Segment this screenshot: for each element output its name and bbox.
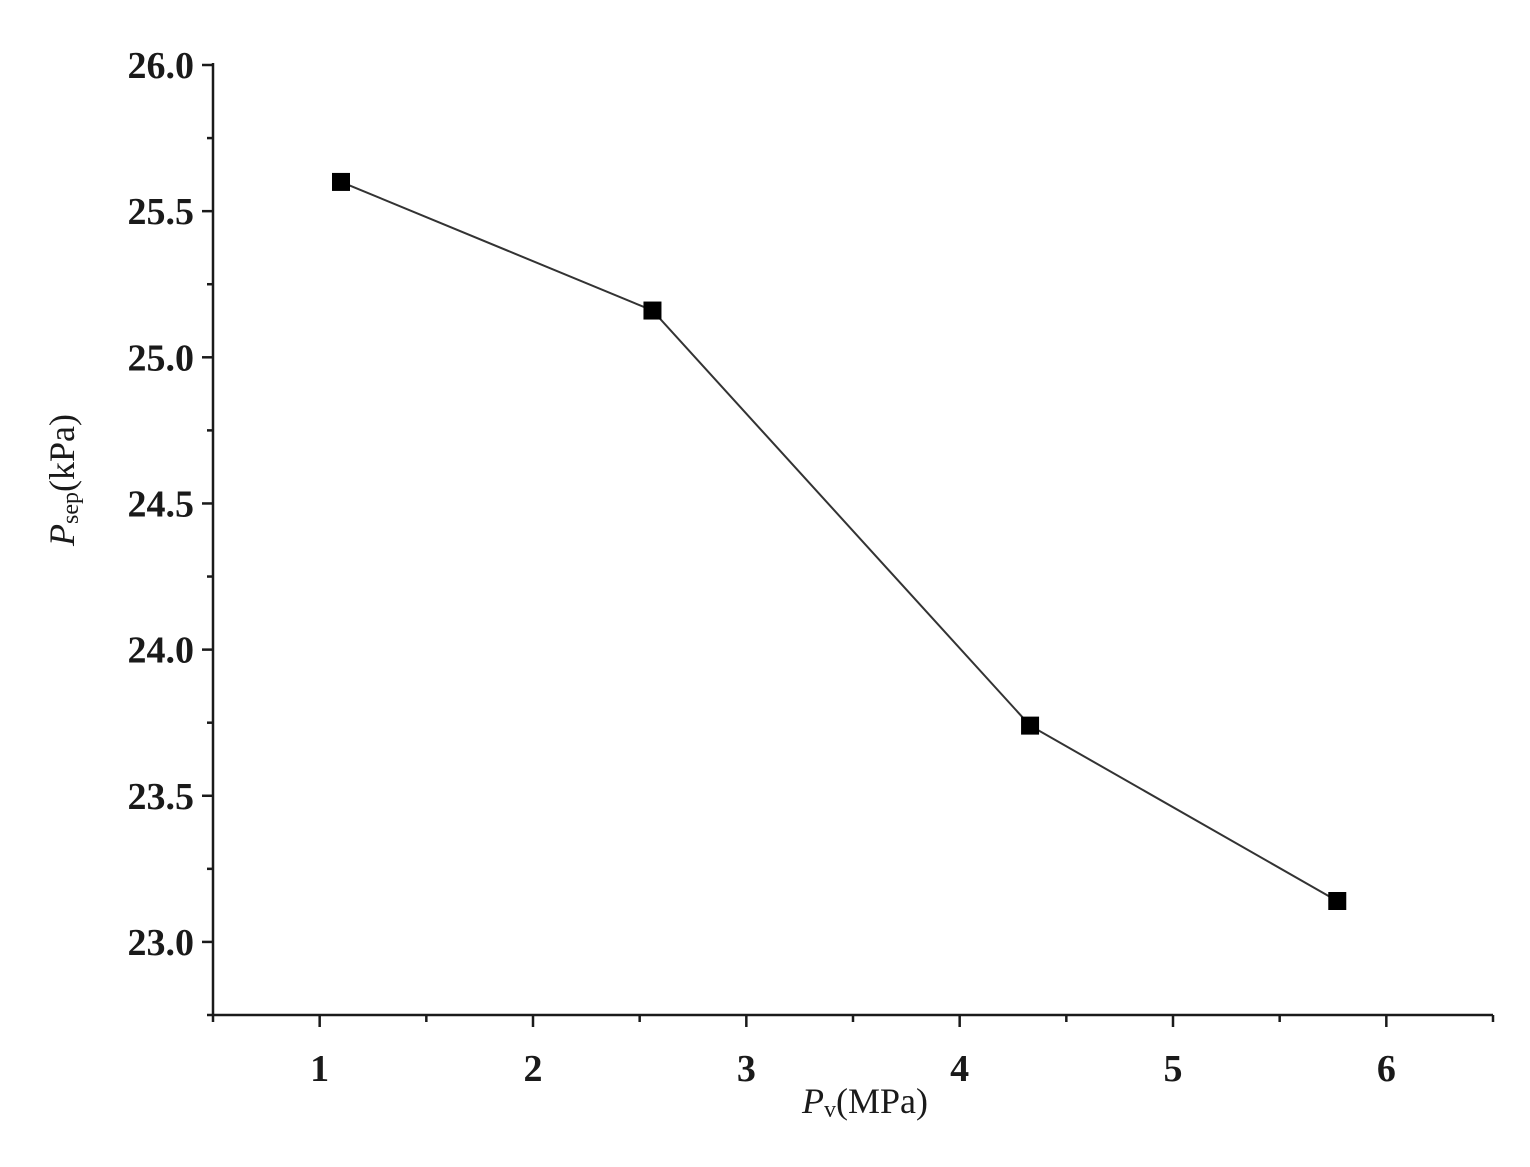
x-tick-label: 6 [1377,1048,1396,1090]
x-tick-labels: 1 2 3 4 5 6 [310,1048,1396,1090]
x-axis-label-unit: (MPa) [836,1081,928,1121]
x-tick-label: 3 [737,1048,756,1090]
x-tick-label: 2 [524,1048,543,1090]
x-axis-label-symbol: P [801,1081,824,1121]
y-tick-label: 23.5 [128,776,195,818]
y-tick-labels: 23.0 23.5 24.0 24.5 25.0 25.5 26.0 [128,45,195,964]
x-ticks [211,1015,1495,1027]
data-point [332,172,350,191]
data-point [643,301,662,320]
series-group [332,172,1347,910]
series-line [340,180,1338,902]
data-point [1328,892,1347,910]
data-point [1021,716,1040,735]
y-tick-label: 26.0 [128,45,195,87]
y-ticks [202,63,213,1017]
x-tick-label: 4 [950,1048,969,1090]
y-tick-label: 24.5 [128,483,195,525]
y-axis-label-subscript: sep [58,492,84,524]
x-axis-label: Pv(MPa) [801,1081,928,1123]
y-tick-label: 24.0 [128,630,195,672]
x-tick-label: 1 [310,1048,329,1090]
y-axis-label-unit: (kPa) [42,414,82,492]
y-axis-label: Psep(kPa) [42,414,84,547]
y-tick-label: 25.0 [128,337,195,379]
x-tick-label: 5 [1164,1048,1183,1090]
y-tick-label: 25.5 [128,191,195,233]
y-axis-label-symbol: P [42,524,82,547]
axes [211,63,1493,1017]
y-tick-label: 23.0 [128,922,195,964]
x-axis-label-subscript: v [824,1097,836,1123]
